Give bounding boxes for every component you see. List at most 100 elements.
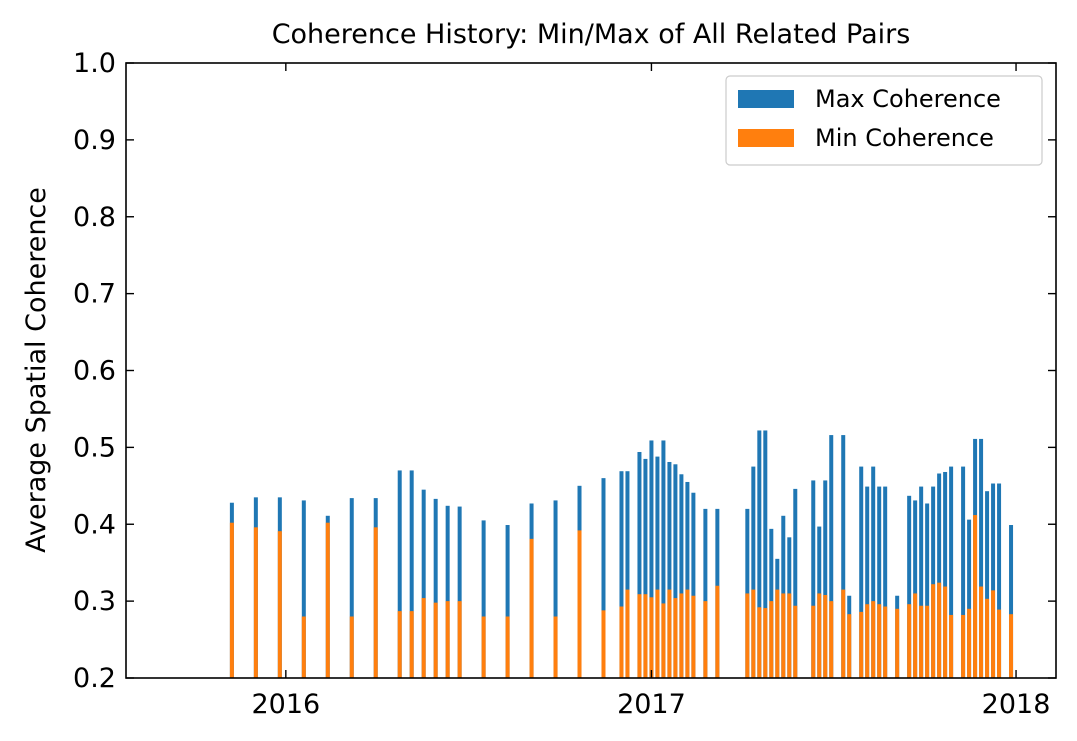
max-coherence-bar xyxy=(619,471,624,678)
min-coherence-bar xyxy=(673,598,678,678)
min-coherence-bar xyxy=(373,527,378,678)
min-coherence-bar xyxy=(817,593,822,678)
max-coherence-bar xyxy=(637,451,642,678)
max-coherence-bar xyxy=(931,486,936,678)
max-coherence-bar xyxy=(397,470,402,678)
min-coherence-bar xyxy=(871,601,876,679)
min-coherence-bar xyxy=(691,595,696,678)
min-coherence-bar xyxy=(991,590,996,678)
max-coherence-bar xyxy=(829,435,834,678)
min-coherence-bar xyxy=(649,597,654,678)
max-coherence-bar xyxy=(685,481,690,678)
plot-frame xyxy=(125,62,1057,679)
max-coherence-bar xyxy=(967,519,972,678)
max-coherence-bar xyxy=(1009,525,1014,678)
max-coherence-bar xyxy=(457,506,462,678)
max-coherence-bar xyxy=(301,500,306,678)
max-coherence-bar xyxy=(667,461,672,678)
min-coherence-bar xyxy=(637,594,642,678)
min-coherence-bar xyxy=(655,589,660,678)
min-coherence-bar xyxy=(445,601,450,679)
y-tick-label: 0.3 xyxy=(73,586,116,617)
legend-label-max: Max Coherence xyxy=(815,85,1001,113)
min-coherence-bar xyxy=(301,616,306,678)
max-coherence-bar xyxy=(673,464,678,678)
y-tick-label: 0.4 xyxy=(73,509,116,540)
min-coherence-bar xyxy=(895,608,900,678)
y-tick-label: 0.9 xyxy=(73,125,116,156)
max-coherence-bar xyxy=(823,480,828,678)
y-tick-label: 0.8 xyxy=(73,202,116,233)
max-coherence-bar xyxy=(763,430,768,678)
min-coherence-bar xyxy=(781,593,786,678)
min-coherence-bar xyxy=(841,589,846,678)
max-coherence-bar xyxy=(505,525,510,678)
min-coherence-bar xyxy=(883,606,888,678)
max-coherence-bar xyxy=(553,500,558,678)
min-coherence-bar xyxy=(859,611,864,678)
x-tick-label: 2016 xyxy=(251,689,320,720)
max-coherence-bar xyxy=(859,466,864,678)
min-coherence-bar xyxy=(349,616,354,678)
legend: Max Coherence Min Coherence xyxy=(725,75,1043,166)
max-coherence-bar xyxy=(925,503,930,678)
min-coherence-bar xyxy=(601,610,606,678)
min-coherence-bar xyxy=(823,594,828,678)
min-coherence-bar xyxy=(409,611,414,678)
max-coherence-bar xyxy=(445,505,450,678)
min-coherence-bar xyxy=(397,611,402,678)
max-coherence-bar xyxy=(997,483,1002,678)
chart-title: Coherence History: Min/Max of All Relate… xyxy=(272,19,911,50)
min-coherence-bar xyxy=(253,527,258,678)
min-coherence-bar xyxy=(619,606,624,678)
max-coherence-bar xyxy=(883,486,888,678)
min-coherence-bar xyxy=(643,594,648,678)
min-coherence-bar xyxy=(577,530,582,678)
min-coherence-bar xyxy=(865,604,870,678)
max-coherence-bar xyxy=(943,471,948,678)
min-coherence-bar xyxy=(325,522,330,678)
max-coherence-bar xyxy=(979,438,984,678)
min-coherence-bar xyxy=(685,589,690,678)
legend-swatch-max xyxy=(738,90,794,108)
min-coherence-bar xyxy=(1009,614,1014,678)
max-coherence-bar xyxy=(649,440,654,678)
max-coherence-bar xyxy=(433,498,438,678)
legend-label-min: Min Coherence xyxy=(815,124,994,152)
max-coherence-bar xyxy=(811,480,816,678)
min-coherence-bar xyxy=(973,515,978,678)
min-coherence-bar xyxy=(847,614,852,678)
max-coherence-bar xyxy=(661,440,666,678)
max-coherence-bar xyxy=(961,466,966,678)
min-coherence-bar xyxy=(997,609,1002,678)
max-coherence-bar xyxy=(865,486,870,678)
min-coherence-bar xyxy=(553,616,558,678)
axis-ticks: 0.2 0.3 0.4 0.5 0.6 0.7 0.8 0.9 1.0 2016 2017 2018 xyxy=(73,48,1056,720)
max-coherence-bar xyxy=(643,458,648,678)
min-coherence-bar xyxy=(661,603,666,678)
max-coherence-bar xyxy=(679,474,684,678)
min-coherence-bar xyxy=(625,589,630,678)
min-coherence-bar xyxy=(919,605,924,678)
y-tick-label: 0.7 xyxy=(73,279,116,310)
min-coherence-bar xyxy=(877,604,882,678)
min-coherence-bar xyxy=(751,589,756,678)
min-coherence-bar xyxy=(715,585,720,678)
min-coherence-bar xyxy=(931,584,936,678)
min-coherence-bar xyxy=(775,589,780,678)
min-coherence-bar xyxy=(925,605,930,678)
min-coherence-bar xyxy=(769,601,774,679)
min-coherence-bar xyxy=(421,598,426,678)
max-coherence-bar xyxy=(991,483,996,678)
min-coherence-bar xyxy=(679,593,684,678)
max-coherence-bar xyxy=(601,478,606,679)
min-coherence-bar xyxy=(937,582,942,678)
min-coherence-bar xyxy=(985,598,990,678)
min-coherence-bar xyxy=(505,616,510,678)
min-coherence-bar xyxy=(811,605,816,678)
min-coherence-bar xyxy=(829,601,834,679)
legend-swatch-min xyxy=(738,129,794,147)
max-coherence-bar xyxy=(421,489,426,678)
max-coherence-bar xyxy=(913,500,918,678)
